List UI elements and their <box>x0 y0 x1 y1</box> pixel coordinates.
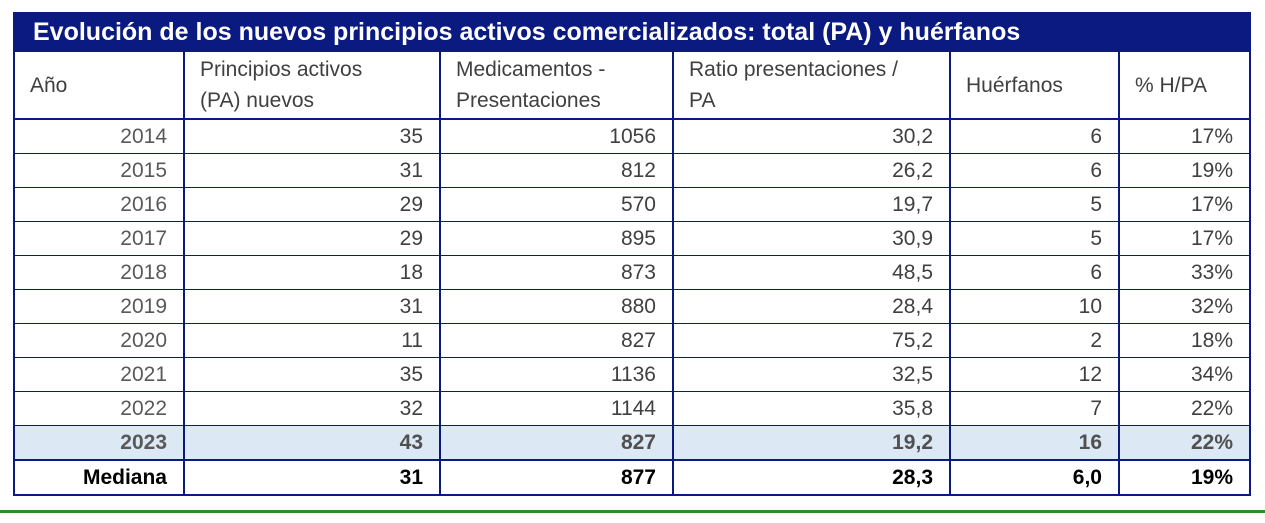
table-row: 2017 29 895 30,9 5 17% <box>13 221 1252 256</box>
table-row: 2020 11 827 75,2 2 18% <box>13 323 1252 358</box>
header-row: Año Principios activos (PA) nuevos Medica… <box>13 50 1252 120</box>
table-row: 2018 18 873 48,5 6 33% <box>13 255 1252 290</box>
cell-ratio: 30,2 <box>672 118 951 154</box>
cell-pa-nuevos: 35 <box>183 357 441 392</box>
cell-year: 2016 <box>13 187 185 222</box>
median-cell-year: Mediana <box>13 459 185 496</box>
cell-presentaciones: 570 <box>439 187 674 222</box>
cell-pa-nuevos: 32 <box>183 391 441 426</box>
cell-presentaciones: 873 <box>439 255 674 290</box>
cell-pct-h-pa: 32% <box>1117 289 1252 324</box>
header-presentaciones: Medicamentos - Presentaciones <box>439 50 674 120</box>
cell-huerfanos: 5 <box>949 221 1120 256</box>
cell-year: 2014 <box>13 118 185 154</box>
table-row: 2021 35 1136 32,5 12 34% <box>13 357 1252 392</box>
cell-pct-h-pa: 17% <box>1117 187 1252 222</box>
cell-ratio: 48,5 <box>672 255 951 290</box>
cell-pct-h-pa: 22% <box>1117 425 1252 461</box>
header-year: Año <box>13 50 185 120</box>
cell-presentaciones: 827 <box>439 425 674 461</box>
cell-pa-nuevos: 18 <box>183 255 441 290</box>
median-cell-huerfanos: 6,0 <box>949 459 1120 496</box>
cell-huerfanos: 6 <box>949 255 1120 290</box>
median-row: Mediana 31 877 28,3 6,0 19% <box>13 459 1252 496</box>
table-body: 2014 35 1056 30,2 6 17% 2015 31 812 26,2 6 19% 2016 2… <box>13 118 1252 496</box>
cell-year: 2023 <box>13 425 185 461</box>
table-container: Evolución de los nuevos principios activ… <box>12 12 1252 496</box>
cell-presentaciones: 880 <box>439 289 674 324</box>
header-ratio: Ratio presentaciones / PA <box>672 50 951 120</box>
cell-presentaciones: 1144 <box>439 391 674 426</box>
cell-year: 2017 <box>13 221 185 256</box>
cell-pct-h-pa: 17% <box>1117 118 1252 154</box>
table-row: 2016 29 570 19,7 5 17% <box>13 187 1252 222</box>
cell-year: 2018 <box>13 255 185 290</box>
cell-pa-nuevos: 31 <box>183 153 441 188</box>
median-cell-ratio: 28,3 <box>672 459 951 496</box>
cell-huerfanos: 6 <box>949 118 1120 154</box>
cell-presentaciones: 812 <box>439 153 674 188</box>
cell-ratio: 75,2 <box>672 323 951 358</box>
median-cell-pct-h-pa: 19% <box>1117 459 1252 496</box>
cell-pct-h-pa: 19% <box>1117 153 1252 188</box>
table-row: 2014 35 1056 30,2 6 17% <box>13 118 1252 154</box>
table-row: 2023 43 827 19,2 16 22% <box>13 425 1252 461</box>
cell-huerfanos: 7 <box>949 391 1120 426</box>
cell-ratio: 28,4 <box>672 289 951 324</box>
cell-year: 2019 <box>13 289 185 324</box>
median-cell-pa-nuevos: 31 <box>183 459 441 496</box>
cell-pa-nuevos: 29 <box>183 221 441 256</box>
cell-pct-h-pa: 18% <box>1117 323 1252 358</box>
table-row: 2019 31 880 28,4 10 32% <box>13 289 1252 324</box>
cell-huerfanos: 2 <box>949 323 1120 358</box>
cell-pa-nuevos: 43 <box>183 425 441 461</box>
cell-pa-nuevos: 35 <box>183 118 441 154</box>
cell-pct-h-pa: 17% <box>1117 221 1252 256</box>
header-pa-nuevos: Principios activos (PA) nuevos <box>183 50 441 120</box>
cell-ratio: 32,5 <box>672 357 951 392</box>
cell-year: 2015 <box>13 153 185 188</box>
cell-presentaciones: 1136 <box>439 357 674 392</box>
bottom-rule <box>0 510 1265 513</box>
cell-presentaciones: 827 <box>439 323 674 358</box>
cell-pct-h-pa: 34% <box>1117 357 1252 392</box>
cell-ratio: 19,2 <box>672 425 951 461</box>
cell-presentaciones: 895 <box>439 221 674 256</box>
cell-ratio: 30,9 <box>672 221 951 256</box>
cell-pa-nuevos: 29 <box>183 187 441 222</box>
cell-huerfanos: 12 <box>949 357 1120 392</box>
pa-evolution-table: Evolución de los nuevos principios activ… <box>12 12 1252 496</box>
cell-ratio: 26,2 <box>672 153 951 188</box>
cell-pa-nuevos: 31 <box>183 289 441 324</box>
table-title: Evolución de los nuevos principios activ… <box>12 12 1252 52</box>
cell-huerfanos: 5 <box>949 187 1120 222</box>
cell-huerfanos: 16 <box>949 425 1120 461</box>
cell-huerfanos: 10 <box>949 289 1120 324</box>
cell-year: 2021 <box>13 357 185 392</box>
table-row: 2015 31 812 26,2 6 19% <box>13 153 1252 188</box>
cell-presentaciones: 1056 <box>439 118 674 154</box>
cell-ratio: 35,8 <box>672 391 951 426</box>
cell-huerfanos: 6 <box>949 153 1120 188</box>
cell-pa-nuevos: 11 <box>183 323 441 358</box>
median-cell-presentaciones: 877 <box>439 459 674 496</box>
cell-year: 2022 <box>13 391 185 426</box>
table-row: 2022 32 1144 35,8 7 22% <box>13 391 1252 426</box>
cell-ratio: 19,7 <box>672 187 951 222</box>
cell-pct-h-pa: 22% <box>1117 391 1252 426</box>
header-huerfanos: Huérfanos <box>949 50 1120 120</box>
cell-year: 2020 <box>13 323 185 358</box>
cell-pct-h-pa: 33% <box>1117 255 1252 290</box>
header-pct-h-pa: % H/PA <box>1117 50 1252 120</box>
